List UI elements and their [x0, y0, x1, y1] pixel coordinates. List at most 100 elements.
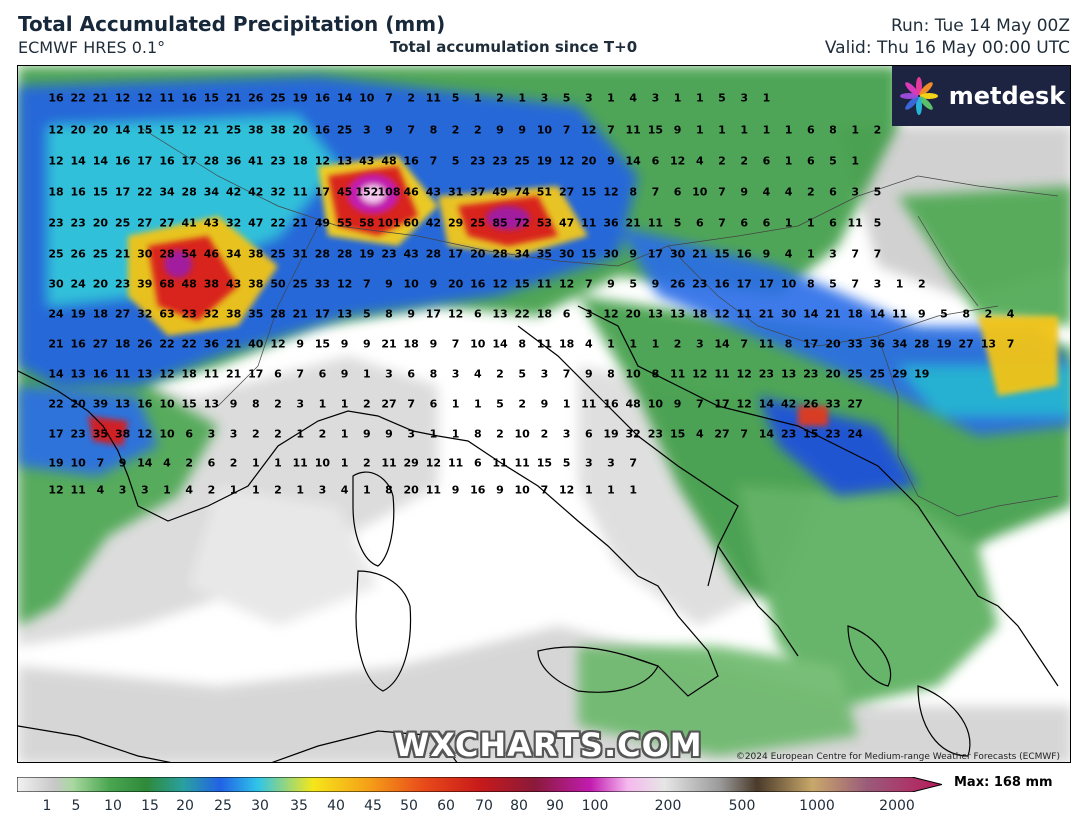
station-value: 30 — [558, 247, 575, 261]
station-value: 13 — [137, 367, 153, 381]
station-value: 14 — [92, 154, 109, 168]
station-value: 15 — [314, 337, 331, 351]
station-value: 23 — [70, 427, 86, 441]
station-value: 28 — [181, 185, 197, 199]
station-value: 25 — [470, 216, 486, 230]
station-value: 7 — [607, 123, 615, 137]
station-value: 16 — [92, 367, 109, 381]
station-value: 21 — [92, 91, 109, 105]
station-value: 13 — [336, 307, 353, 321]
station-value: 7 — [851, 247, 860, 261]
station-value: 27 — [159, 216, 175, 230]
station-value: 12 — [425, 456, 442, 470]
station-value: 14 — [48, 367, 64, 381]
station-value: 2 — [873, 123, 882, 137]
station-value: 5 — [451, 154, 460, 168]
station-value: 42 — [780, 397, 797, 411]
station-value: 11 — [425, 91, 442, 105]
station-value: 14 — [114, 123, 131, 137]
run-time: Run: Tue 14 May 00Z — [890, 16, 1070, 36]
station-value: 2 — [806, 185, 815, 199]
station-value: 12 — [181, 123, 197, 137]
station-value: 1 — [340, 427, 349, 441]
station-value: 54 — [181, 247, 197, 261]
station-value: 58 — [359, 216, 375, 230]
colorbar-tick-label: 100 — [581, 798, 609, 814]
station-value: 28 — [270, 307, 286, 321]
station-value: 17 — [736, 277, 752, 291]
station-value: 9 — [229, 397, 238, 411]
station-value: 3 — [851, 185, 860, 199]
station-value: 6 — [318, 367, 327, 381]
station-value: 5 — [362, 307, 371, 321]
station-value: 25 — [270, 247, 286, 261]
station-value: 8 — [629, 185, 638, 199]
station-value: 36 — [869, 337, 886, 351]
station-value: 12 — [714, 307, 730, 321]
station-value: 7 — [562, 367, 571, 381]
station-value: 9 — [917, 307, 926, 321]
station-value: 11 — [425, 483, 442, 497]
station-value: 21 — [48, 337, 64, 351]
station-value: 1 — [473, 397, 482, 411]
station-value: 12 — [669, 154, 686, 168]
station-value: 20 — [470, 247, 486, 261]
station-value: 24 — [48, 307, 64, 321]
station-value: 12 — [114, 91, 131, 105]
station-value: 23 — [780, 427, 797, 441]
station-value: 24 — [70, 277, 86, 291]
station-value: 5 — [873, 216, 882, 230]
station-value: 4 — [96, 483, 105, 497]
chart-title: Total Accumulated Precipitation (mm) — [18, 12, 446, 36]
station-value: 21 — [225, 91, 242, 105]
station-value: 10 — [780, 277, 797, 291]
station-value: 11 — [736, 307, 752, 321]
station-value: 15 — [203, 91, 220, 105]
station-value: 15 — [647, 123, 664, 137]
station-value: 19 — [603, 427, 619, 441]
station-value: 29 — [447, 216, 464, 230]
station-value: 28 — [914, 337, 930, 351]
station-value: 2 — [496, 91, 504, 105]
station-value: 3 — [140, 483, 149, 497]
station-value: 10 — [514, 483, 530, 497]
station-value: 2 — [496, 427, 504, 441]
station-value: 1 — [163, 483, 171, 497]
station-value: 3 — [451, 367, 460, 381]
station-value: 2 — [540, 427, 549, 441]
station-value: 1 — [695, 91, 704, 105]
station-value: 18 — [92, 307, 109, 321]
station-value: 7 — [740, 337, 749, 351]
station-value: 74 — [514, 185, 530, 199]
station-value: 11 — [847, 216, 863, 230]
station-value: 47 — [248, 216, 264, 230]
station-value: 3 — [318, 483, 327, 497]
station-value: 14 — [492, 337, 508, 351]
station-value: 22 — [137, 185, 153, 199]
station-value: 10 — [625, 367, 641, 381]
station-value: 1 — [518, 91, 527, 105]
station-value: 15 — [714, 247, 730, 261]
station-value: 12 — [692, 367, 708, 381]
station-value: 101 — [377, 216, 401, 230]
station-value: 8 — [429, 123, 438, 137]
station-value: 16 — [70, 185, 86, 199]
station-value: 15 — [92, 185, 109, 199]
station-value: 21 — [381, 337, 397, 351]
station-value: 19 — [936, 337, 952, 351]
precipitation-map[interactable]: 16 22 21 12 12 11 16 15 21 26 25 19 16 14 10 7 2 11 5 1 2 1 3 5… — [17, 65, 1071, 763]
pinwheel-logo-icon — [899, 77, 938, 115]
station-value: 12 — [48, 483, 64, 497]
station-value: 48 — [625, 397, 641, 411]
station-value: 9 — [607, 277, 615, 291]
station-value: 23 — [647, 427, 664, 441]
station-value: 11 — [70, 483, 86, 497]
station-value: 31 — [447, 185, 464, 199]
station-value: 20 — [403, 483, 419, 497]
station-value: 1 — [251, 483, 260, 497]
station-value: 11 — [581, 216, 597, 230]
station-value: 45 — [336, 185, 353, 199]
station-value: 2 — [362, 397, 371, 411]
station-value: 5 — [673, 216, 682, 230]
station-value: 25 — [514, 154, 530, 168]
